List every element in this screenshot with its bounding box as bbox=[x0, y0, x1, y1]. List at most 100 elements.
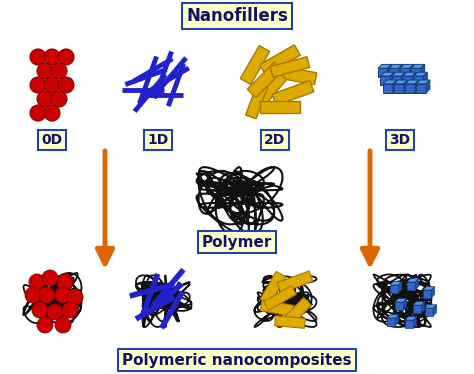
Polygon shape bbox=[378, 68, 388, 77]
Circle shape bbox=[42, 270, 58, 286]
Polygon shape bbox=[387, 315, 399, 318]
Polygon shape bbox=[392, 72, 405, 76]
Polygon shape bbox=[414, 76, 423, 85]
Circle shape bbox=[44, 77, 60, 93]
Polygon shape bbox=[388, 64, 392, 77]
FancyBboxPatch shape bbox=[240, 46, 270, 85]
Circle shape bbox=[32, 302, 48, 318]
Circle shape bbox=[30, 77, 46, 93]
Polygon shape bbox=[387, 318, 395, 326]
Circle shape bbox=[44, 49, 60, 65]
Circle shape bbox=[29, 274, 45, 290]
Text: Nanofillers: Nanofillers bbox=[186, 7, 288, 25]
Polygon shape bbox=[425, 305, 437, 308]
FancyBboxPatch shape bbox=[260, 300, 294, 316]
Polygon shape bbox=[394, 80, 408, 84]
Polygon shape bbox=[415, 279, 419, 290]
Text: 3D: 3D bbox=[390, 133, 410, 147]
Polygon shape bbox=[405, 320, 413, 328]
Polygon shape bbox=[398, 282, 401, 293]
Polygon shape bbox=[393, 80, 397, 93]
Polygon shape bbox=[400, 64, 414, 68]
Circle shape bbox=[55, 287, 71, 303]
Polygon shape bbox=[425, 308, 433, 316]
Polygon shape bbox=[383, 84, 393, 93]
Polygon shape bbox=[403, 299, 407, 310]
Polygon shape bbox=[405, 80, 419, 84]
FancyBboxPatch shape bbox=[260, 45, 301, 75]
Polygon shape bbox=[381, 76, 390, 85]
Polygon shape bbox=[423, 72, 427, 85]
Polygon shape bbox=[416, 84, 426, 93]
Polygon shape bbox=[412, 72, 416, 85]
Polygon shape bbox=[392, 76, 401, 85]
FancyBboxPatch shape bbox=[277, 271, 313, 293]
Polygon shape bbox=[395, 302, 403, 310]
Circle shape bbox=[67, 289, 83, 305]
Polygon shape bbox=[401, 72, 405, 85]
FancyBboxPatch shape bbox=[260, 272, 286, 304]
Polygon shape bbox=[413, 302, 425, 305]
Polygon shape bbox=[431, 287, 435, 298]
Polygon shape bbox=[411, 68, 421, 77]
Polygon shape bbox=[405, 317, 417, 320]
Polygon shape bbox=[411, 64, 425, 68]
Polygon shape bbox=[423, 290, 431, 298]
Circle shape bbox=[57, 274, 73, 290]
Polygon shape bbox=[381, 72, 394, 76]
Text: Polymer: Polymer bbox=[202, 234, 272, 249]
Circle shape bbox=[62, 302, 78, 318]
Circle shape bbox=[25, 287, 41, 303]
Circle shape bbox=[37, 91, 53, 107]
Polygon shape bbox=[389, 64, 402, 68]
Polygon shape bbox=[394, 84, 404, 93]
Polygon shape bbox=[390, 72, 394, 85]
Polygon shape bbox=[426, 80, 430, 93]
Circle shape bbox=[58, 77, 74, 93]
Circle shape bbox=[47, 304, 63, 320]
Polygon shape bbox=[421, 302, 425, 313]
Text: Polymeric nanocomposites: Polymeric nanocomposites bbox=[122, 353, 352, 368]
Polygon shape bbox=[395, 299, 407, 302]
Circle shape bbox=[51, 91, 67, 107]
Polygon shape bbox=[407, 282, 415, 290]
Circle shape bbox=[30, 105, 46, 121]
FancyBboxPatch shape bbox=[264, 286, 296, 310]
Polygon shape bbox=[407, 279, 419, 282]
Polygon shape bbox=[402, 76, 412, 85]
Polygon shape bbox=[395, 315, 399, 326]
FancyBboxPatch shape bbox=[270, 57, 310, 77]
Polygon shape bbox=[414, 72, 427, 76]
Polygon shape bbox=[415, 80, 419, 93]
Circle shape bbox=[44, 105, 60, 121]
FancyBboxPatch shape bbox=[272, 80, 314, 105]
Circle shape bbox=[51, 63, 67, 79]
Polygon shape bbox=[400, 68, 410, 77]
Text: 0D: 0D bbox=[41, 133, 63, 147]
Polygon shape bbox=[404, 80, 408, 93]
Polygon shape bbox=[390, 285, 398, 293]
FancyBboxPatch shape bbox=[253, 71, 287, 108]
Polygon shape bbox=[413, 317, 417, 328]
FancyBboxPatch shape bbox=[274, 316, 305, 328]
FancyBboxPatch shape bbox=[247, 62, 283, 98]
Polygon shape bbox=[378, 64, 392, 68]
FancyBboxPatch shape bbox=[246, 81, 268, 119]
Polygon shape bbox=[405, 84, 415, 93]
Text: 2D: 2D bbox=[264, 133, 286, 147]
FancyBboxPatch shape bbox=[273, 65, 317, 85]
Text: 1D: 1D bbox=[147, 133, 169, 147]
Polygon shape bbox=[390, 282, 401, 285]
Polygon shape bbox=[416, 80, 430, 84]
FancyBboxPatch shape bbox=[260, 101, 300, 113]
Polygon shape bbox=[399, 64, 402, 77]
Circle shape bbox=[30, 49, 46, 65]
Polygon shape bbox=[423, 287, 435, 290]
Polygon shape bbox=[433, 305, 437, 316]
Polygon shape bbox=[421, 64, 425, 77]
Circle shape bbox=[55, 317, 71, 333]
Circle shape bbox=[37, 63, 53, 79]
Polygon shape bbox=[383, 80, 397, 84]
Polygon shape bbox=[413, 305, 421, 313]
Polygon shape bbox=[402, 72, 416, 76]
